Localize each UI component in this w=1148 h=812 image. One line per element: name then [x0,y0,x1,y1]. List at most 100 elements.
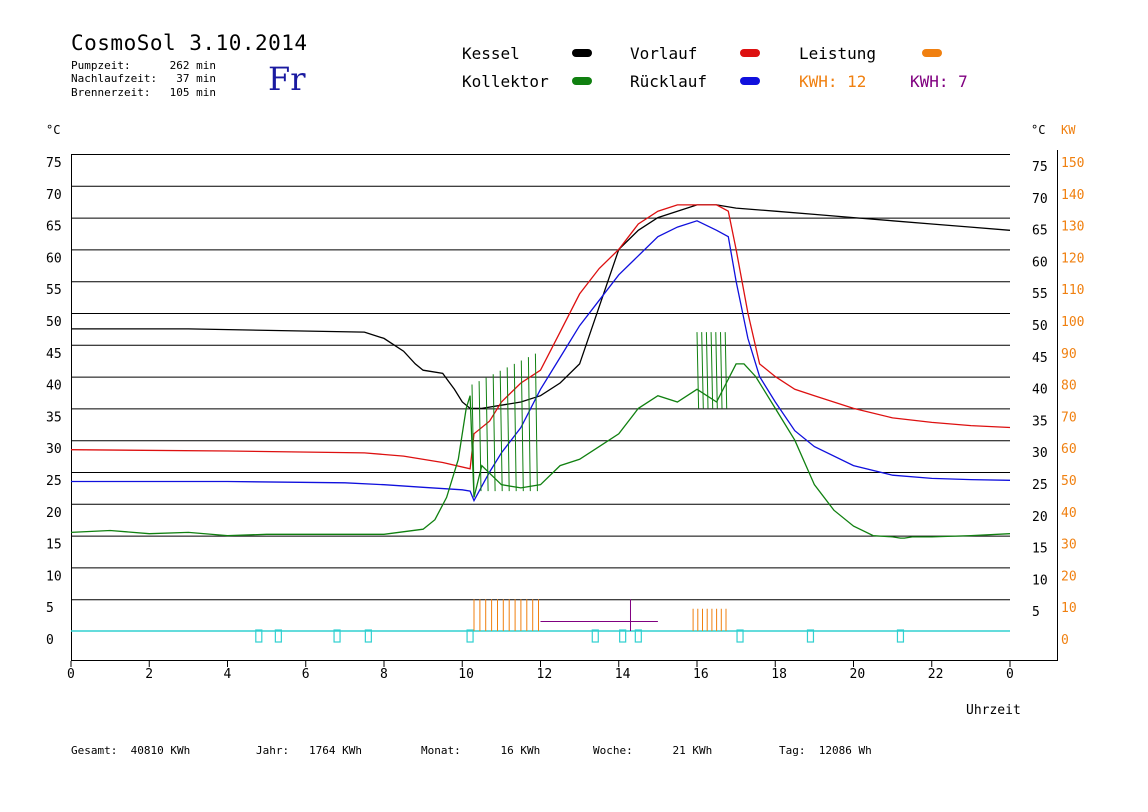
pump-status-marker [255,629,263,643]
kw-tick-label: 20 [1061,569,1077,584]
legend-kollektor-label: Kollektor [462,72,549,91]
footer-value: 12086 Wh [818,744,872,757]
y-tick-label: 75 [46,156,62,171]
info-pumpzeit: Pumpzeit: 262 min [71,59,216,72]
kw-tick-label: 90 [1061,347,1077,362]
legend-kwh-second: KWH: 7 [910,72,968,91]
footer-value: 16 KWh [500,744,541,757]
series-line [71,220,1011,503]
x-tick-label: 14 [615,667,631,682]
pump-status-marker [364,629,372,643]
footer-woche: Woche: 21 KWh [593,744,712,757]
y-tick-label: 70 [46,188,62,203]
y-right-tick-label: 15 [1032,542,1048,557]
kw-tick-label: 150 [1061,156,1084,171]
pump-status-marker [466,629,474,643]
kollektor-oscillation-afternoon [696,332,728,409]
series-line [70,363,1011,539]
legend-vorlauf-swatch [740,49,760,57]
kw-tick-label: 40 [1061,506,1077,521]
x-tick-label: 4 [224,667,232,682]
y-right-tick-label: 35 [1032,414,1048,429]
pump-status-marker [896,629,905,643]
footer-label: Woche: [593,744,633,757]
info-brennerzeit: Brennerzeit: 105 min [71,86,216,99]
y-right-tick-label: 65 [1032,224,1048,239]
kw-tick-label: 60 [1061,442,1077,457]
legend-leistung-swatch [922,49,942,57]
y-tick-label: 45 [46,347,62,362]
kw-tick-label: 100 [1061,315,1084,330]
kollektor-oscillation [471,353,538,492]
y-right-tick-label: 40 [1032,383,1048,398]
footer-tag: Tag: 12086 Wh [779,744,872,757]
pump-status-marker [634,629,642,643]
y-tick-label: 60 [46,251,62,266]
kw-tick-label: 130 [1061,220,1084,235]
legend-kwh-leistung: KWH: 12 [799,72,867,91]
y-right-tick-label: 5 [1032,605,1040,620]
kw-tick-label: 120 [1061,251,1084,266]
info-label: Pumpzeit: [71,59,131,72]
pump-status-marker [333,629,341,643]
legend-vorlauf-label: Vorlauf [630,44,698,63]
y-right-tick-label: 25 [1032,478,1048,493]
pump-status-marker [619,629,627,643]
series-line [70,204,1011,470]
kw-tick-label: 30 [1061,538,1077,553]
y-axis-unit-right: °C [1031,123,1045,137]
leistung-spikes [473,599,539,631]
kw-tick-label: 0 [1061,633,1069,648]
x-tick-label: 10 [458,667,474,682]
y-right-tick-label: 50 [1032,319,1048,334]
y-right-tick-label: 55 [1032,287,1048,302]
y-right-tick-label: 75 [1032,160,1048,175]
footer-value: 21 KWh [672,744,713,757]
legend-ruecklauf-swatch [740,77,760,85]
info-value: 105 min [169,86,216,99]
x-tick-label: 16 [693,667,709,682]
footer-monat: Monat: 16 KWh [421,744,540,757]
y-right-tick-label: 60 [1032,255,1048,270]
weekday-label: Fr [268,60,306,98]
info-nachlaufzeit: Nachlaufzeit: 37 min [71,72,216,85]
x-tick-label: 12 [537,667,553,682]
footer-gesamt: Gesamt: 40810 KWh [71,744,190,757]
chart-title: CosmoSol 3.10.2014 [71,31,308,55]
y-axis-unit-left: °C [46,123,60,137]
legend-kollektor-swatch [572,77,592,85]
x-tick-label: 0 [1006,667,1014,682]
x-tick-label: 6 [302,667,310,682]
legend-leistung-label: Leistung [799,44,877,63]
footer-value: 1764 KWh [309,744,362,757]
pump-status-marker [806,629,815,643]
y-tick-label: 35 [46,410,62,425]
kw-tick-label: 80 [1061,379,1077,394]
y-right-tick-label: 10 [1032,573,1048,588]
kw-tick-label: 140 [1061,188,1084,203]
y-tick-label: 50 [46,315,62,330]
kw-tick-label: 50 [1061,474,1077,489]
x-tick-label: 20 [850,667,866,682]
leistung-spikes-afternoon [692,608,727,631]
footer-label: Tag: [779,744,806,757]
kw-tick-label: 10 [1061,601,1077,616]
pump-status-marker [274,629,282,643]
y-tick-label: 5 [46,601,54,616]
legend-kessel-swatch [572,49,592,57]
kw-axis-unit: KW [1061,123,1076,137]
x-axis-label: Uhrzeit [966,703,1021,718]
y-tick-label: 15 [46,538,62,553]
x-tick-label: 22 [928,667,944,682]
x-tick-label: 8 [380,667,388,682]
y-tick-label: 65 [46,220,62,235]
info-value: 37 min [176,72,216,85]
second-power-line [540,599,658,631]
kw-tick-label: 110 [1061,283,1084,298]
y-right-tick-label: 45 [1032,351,1048,366]
y-tick-label: 0 [46,633,54,648]
y-right-tick-label: 30 [1032,446,1048,461]
footer-label: Gesamt: [71,744,118,757]
y-right-tick-label: 70 [1032,192,1048,207]
